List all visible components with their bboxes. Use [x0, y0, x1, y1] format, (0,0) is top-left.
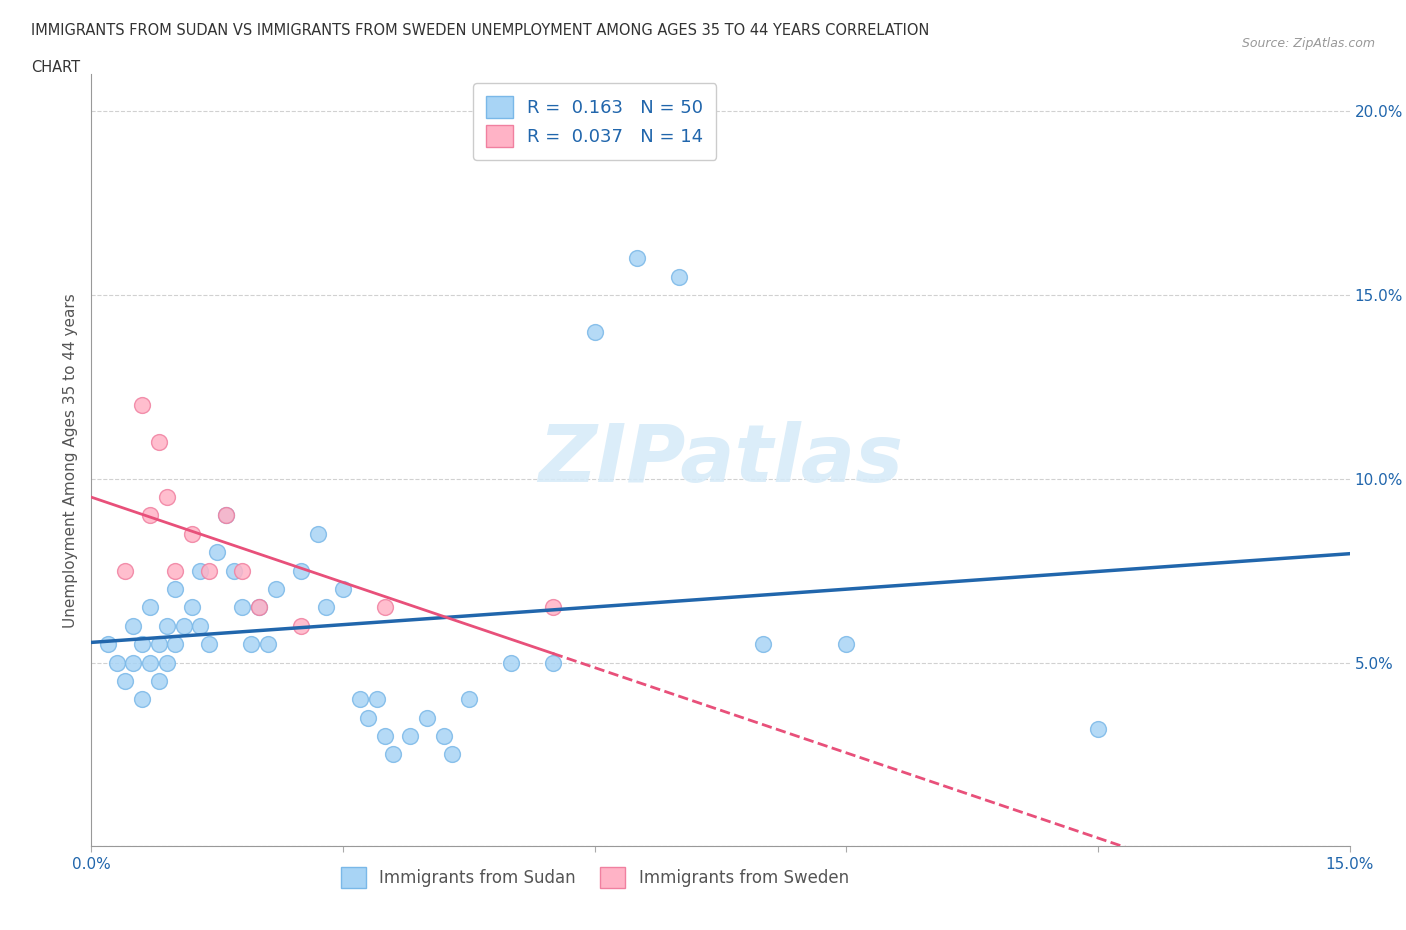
Point — [441, 747, 464, 762]
Point — [247, 600, 270, 615]
Point — [205, 545, 228, 560]
Text: ZIPatlas: ZIPatlas — [538, 421, 903, 499]
Point — [97, 637, 120, 652]
Point — [416, 711, 439, 725]
Point — [122, 655, 145, 670]
Point — [156, 655, 179, 670]
Point — [357, 711, 380, 725]
Point — [374, 728, 396, 743]
Point — [499, 655, 522, 670]
Point — [131, 692, 153, 707]
Point — [332, 581, 354, 596]
Point — [366, 692, 388, 707]
Point — [173, 618, 195, 633]
Point — [139, 508, 162, 523]
Point — [374, 600, 396, 615]
Text: IMMIGRANTS FROM SUDAN VS IMMIGRANTS FROM SWEDEN UNEMPLOYMENT AMONG AGES 35 TO 44: IMMIGRANTS FROM SUDAN VS IMMIGRANTS FROM… — [31, 23, 929, 38]
Point — [433, 728, 456, 743]
Point — [165, 564, 187, 578]
Point — [315, 600, 337, 615]
Point — [541, 600, 564, 615]
Point — [156, 490, 179, 505]
Point — [231, 600, 253, 615]
Point — [190, 564, 212, 578]
Point — [198, 637, 221, 652]
Point — [541, 655, 564, 670]
Point — [139, 655, 162, 670]
Point — [307, 526, 329, 541]
Point — [264, 581, 287, 596]
Point — [290, 618, 312, 633]
Point — [239, 637, 262, 652]
Y-axis label: Unemployment Among Ages 35 to 44 years: Unemployment Among Ages 35 to 44 years — [62, 293, 77, 628]
Point — [222, 564, 245, 578]
Text: CHART: CHART — [31, 60, 80, 75]
Point — [247, 600, 270, 615]
Point — [626, 251, 648, 266]
Point — [214, 508, 236, 523]
Text: Source: ZipAtlas.com: Source: ZipAtlas.com — [1241, 37, 1375, 50]
Point — [190, 618, 212, 633]
Point — [156, 618, 179, 633]
Point — [148, 434, 170, 449]
Point — [139, 600, 162, 615]
Point — [165, 581, 187, 596]
Point — [349, 692, 371, 707]
Point — [1087, 722, 1109, 737]
Point — [214, 508, 236, 523]
Point — [122, 618, 145, 633]
Point — [131, 637, 153, 652]
Point — [105, 655, 128, 670]
Point — [181, 526, 204, 541]
Point — [181, 600, 204, 615]
Point — [131, 398, 153, 413]
Point — [583, 325, 606, 339]
Point — [457, 692, 479, 707]
Point — [165, 637, 187, 652]
Point — [148, 637, 170, 652]
Point — [231, 564, 253, 578]
Point — [399, 728, 422, 743]
Point — [114, 673, 136, 688]
Point — [382, 747, 405, 762]
Point — [114, 564, 136, 578]
Point — [835, 637, 858, 652]
Point — [198, 564, 221, 578]
Point — [668, 269, 690, 284]
Point — [290, 564, 312, 578]
Point — [751, 637, 773, 652]
Point — [256, 637, 278, 652]
Point — [148, 673, 170, 688]
Legend: Immigrants from Sudan, Immigrants from Sweden: Immigrants from Sudan, Immigrants from S… — [332, 859, 858, 896]
